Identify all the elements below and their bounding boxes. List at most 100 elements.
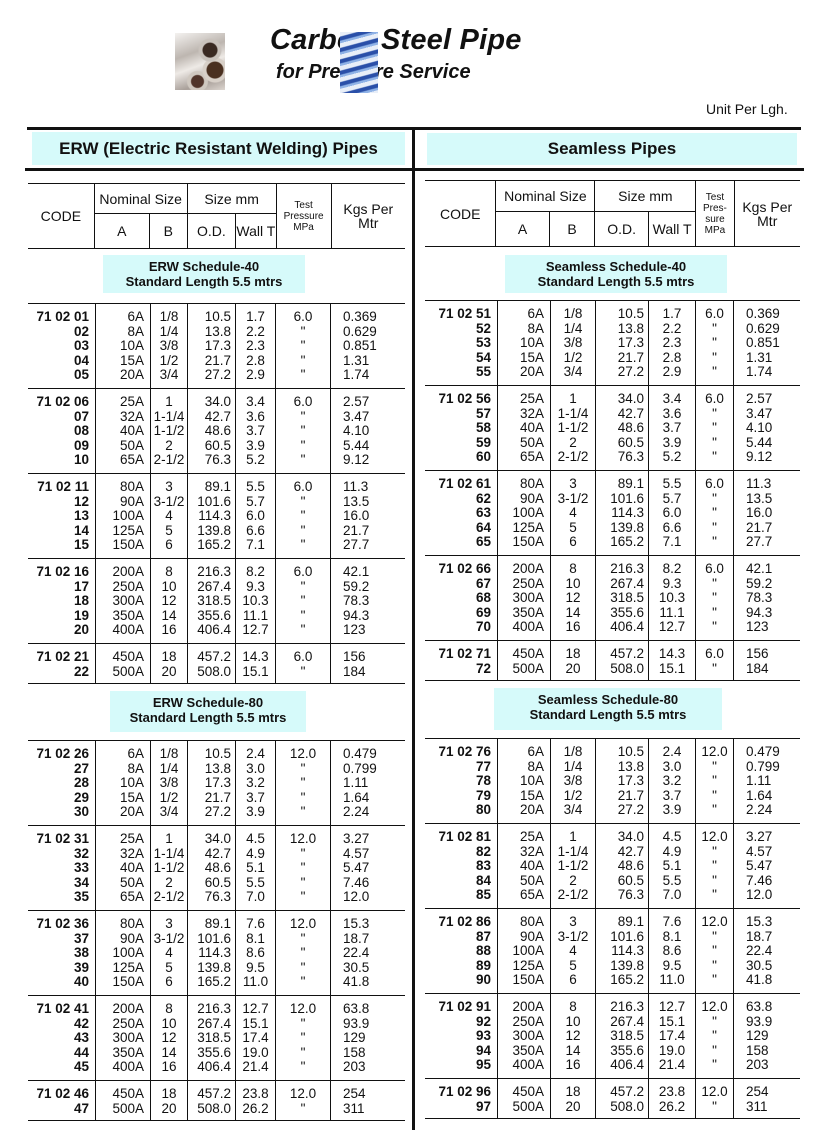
- cell-a: 25A: [519, 391, 544, 406]
- cell-wall: 15.1: [658, 660, 686, 676]
- cell-test: 6.0: [705, 476, 724, 491]
- column-od: 89.1 101.6 114.3 139.8 165.2: [187, 474, 235, 558]
- cell-test: ": [712, 972, 717, 988]
- cell-od: 267.4: [197, 578, 231, 594]
- header-nominal-size-label: Nominal Size: [94, 184, 187, 215]
- cell-b: 1-1/2: [153, 860, 185, 876]
- cell-a: 300A: [512, 1028, 544, 1044]
- cell-b: 1/8: [159, 309, 179, 324]
- cell-a: 40A: [519, 858, 544, 874]
- column-b: 1/8 1/4 3/8 1/2 3/4: [150, 741, 187, 825]
- column-a: 25A 32A 40A 50A 65A: [497, 386, 550, 470]
- cell-od: 13.8: [204, 760, 231, 776]
- cell-test: 6.0: [293, 309, 313, 324]
- cell-wall: 8.1: [246, 930, 265, 946]
- seamless-section-title: Seamless Pipes: [427, 133, 797, 165]
- column-code: 71 02 06 07 08 09 10: [28, 394, 95, 473]
- cell-wall: 5.5: [246, 874, 265, 890]
- column-od: 34.0 42.7 48.6 60.5 76.3: [595, 386, 648, 470]
- cell-od: 165.2: [197, 537, 231, 553]
- cell-test: ": [300, 437, 306, 453]
- cell-kgs: 22.4: [746, 943, 773, 959]
- cell-wall: 3.4: [662, 391, 682, 406]
- column-kgs: 0.369 0.629 0.851 1.31 1.74: [330, 304, 405, 388]
- cell-kgs: 9.12: [746, 449, 773, 465]
- seamless-sch80-table: 71 02 76 77 78 79 80 6A 8A 10A 15A 20A 1/8 1/4 3/8 1/…: [425, 738, 800, 1120]
- column-code: 71 02 96 97: [425, 1084, 497, 1118]
- cell-code: 71 02 16: [36, 564, 89, 579]
- cell-a: 6A: [527, 744, 544, 759]
- cell-kgs: 1.31: [343, 352, 370, 368]
- cell-test: ": [300, 1030, 306, 1046]
- cell-wall: 5.2: [246, 452, 265, 468]
- column-wall: 12.7 15.1 17.4 19.0 21.4: [648, 994, 695, 1078]
- row-group: 71 02 31 32 33 34 35 25A 32A 40A 50A 65A 1 1-1/4 1-1…: [28, 826, 405, 911]
- cell-od: 27.2: [617, 802, 644, 818]
- column-a: 6A 8A 10A 15A 20A: [95, 741, 150, 825]
- cell-wall: 7.1: [662, 534, 682, 550]
- cell-a: 450A: [512, 646, 544, 661]
- cell-b: 12: [161, 593, 177, 609]
- column-test: 6.0 ": [695, 641, 733, 681]
- column-code: 71 02 86 87 88 89 90: [425, 914, 497, 993]
- cell-b: 14: [161, 1044, 177, 1060]
- cell-test: ": [712, 349, 717, 365]
- cell-test: ": [712, 928, 717, 944]
- cell-od: 48.6: [204, 860, 231, 876]
- cell-b: 1-1/2: [153, 423, 185, 439]
- column-b: 8 10 12 14 16: [150, 996, 187, 1080]
- cell-kgs: 21.7: [746, 519, 773, 535]
- cell-kgs: 129: [343, 1030, 366, 1046]
- cell-b: 6: [569, 972, 577, 988]
- cell-kgs: 158: [746, 1042, 769, 1058]
- cell-b: 14: [565, 604, 581, 620]
- column-a: 80A 90A 100A 125A 150A: [497, 909, 550, 993]
- column-code: 71 02 01 02 03 04 05: [28, 309, 95, 388]
- column-test: 6.0 " " " ": [275, 474, 330, 558]
- cell-code: 95: [475, 1057, 491, 1073]
- cell-a: 450A: [112, 649, 144, 664]
- cell-wall: 12.7: [658, 619, 686, 635]
- cell-wall: 9.5: [662, 957, 682, 973]
- column-b: 1/8 1/4 3/8 1/2 3/4: [550, 301, 595, 385]
- cell-od: 406.4: [197, 622, 231, 638]
- cell-b: 4: [165, 508, 173, 524]
- erw-sch80-table: 71 02 26 27 28 29 30 6A 8A 10A 15A 20A 1/8 1/4 3/8 1/…: [28, 740, 405, 1122]
- cell-od: 60.5: [204, 874, 231, 890]
- column-kgs: 0.369 0.629 0.851 1.31 1.74: [733, 301, 800, 385]
- cell-od: 42.7: [204, 408, 231, 424]
- cell-wall: 21.4: [658, 1057, 686, 1073]
- cell-a: 8A: [127, 760, 144, 776]
- cell-a: 300A: [512, 590, 544, 606]
- cell-test: ": [712, 858, 717, 874]
- column-od: 34.0 42.7 48.6 60.5 76.3: [595, 824, 648, 908]
- cell-code: 68: [475, 590, 491, 606]
- column-wall: 12.7 15.1 17.4 19.0 21.4: [235, 996, 275, 1080]
- cell-code: 71 02 71: [438, 646, 491, 661]
- cell-kgs: 18.7: [746, 928, 773, 944]
- column-test: 12.0 " " " ": [695, 739, 733, 823]
- column-b: 18 20: [150, 644, 187, 684]
- cell-a: 15A: [519, 349, 544, 365]
- cell-b: 16: [565, 619, 581, 635]
- cell-code: 40: [73, 974, 89, 990]
- cell-od: 267.4: [610, 575, 644, 591]
- column-a: 6A 8A 10A 15A 20A: [497, 301, 550, 385]
- column-wall: 1.7 2.2 2.3 2.8 2.9: [235, 304, 275, 388]
- cell-test: ": [712, 1057, 717, 1073]
- cell-test: ": [712, 405, 717, 421]
- cell-od: 165.2: [610, 972, 644, 988]
- row-group: 71 02 76 77 78 79 80 6A 8A 10A 15A 20A 1/8 1/4 3/8 1/…: [425, 739, 800, 824]
- cell-wall: 3.2: [246, 775, 265, 791]
- cell-kgs: 5.44: [746, 434, 773, 450]
- cell-b: 16: [161, 622, 177, 638]
- cell-code: 71 02 06: [36, 394, 89, 409]
- cell-code: 59: [475, 434, 491, 450]
- cell-b: 8: [569, 561, 577, 576]
- cell-b: 1/4: [563, 320, 583, 336]
- cell-b: 3/4: [159, 367, 179, 383]
- cell-a: 32A: [519, 405, 544, 421]
- cell-wall: 12.7: [658, 999, 686, 1014]
- column-b: 1 1-1/4 1-1/2 2 2-1/2: [150, 826, 187, 910]
